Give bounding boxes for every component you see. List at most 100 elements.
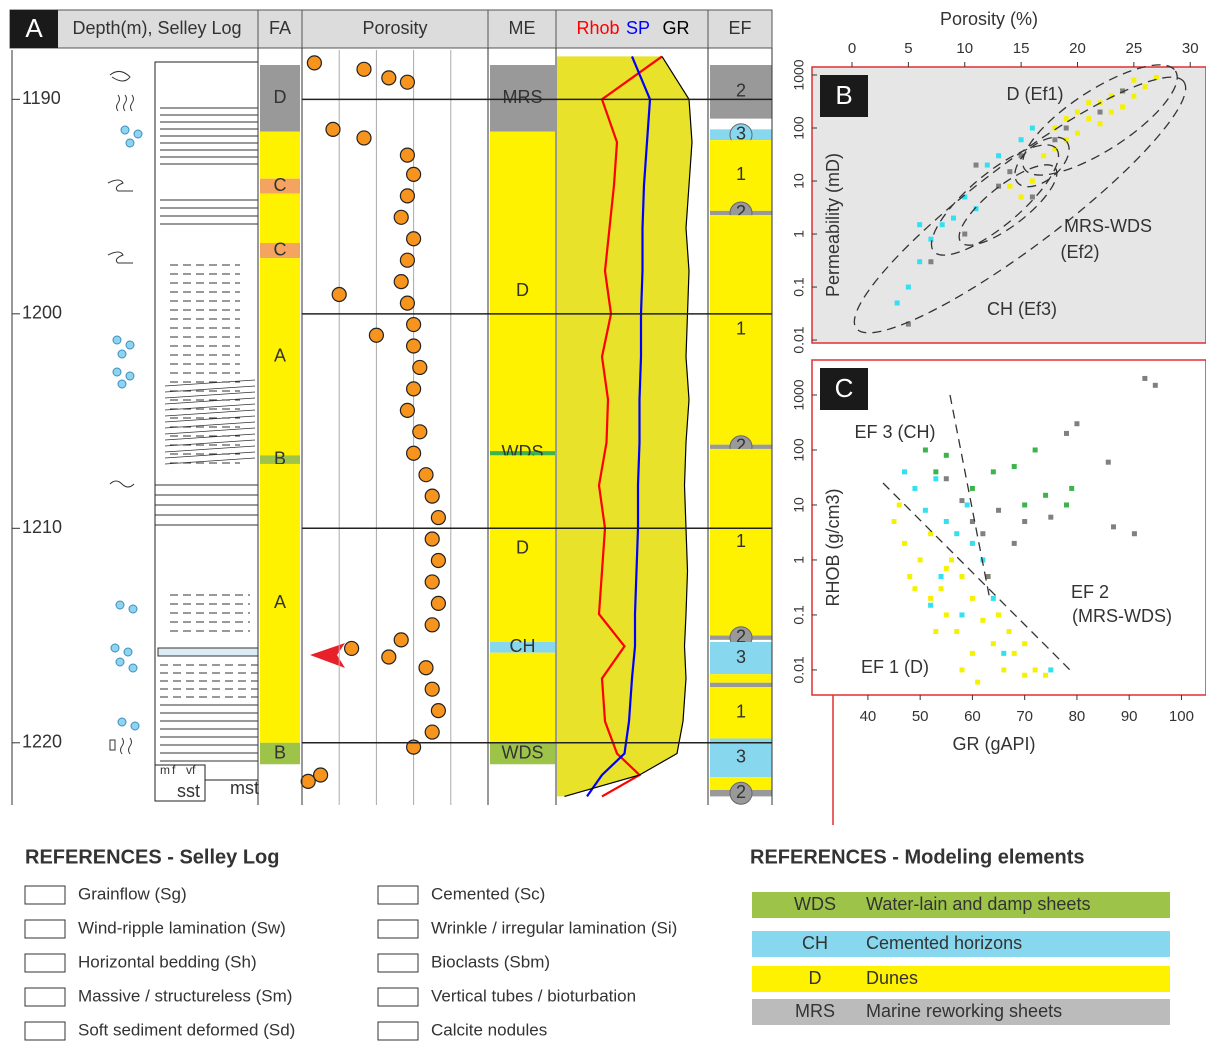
interval-label: 3 [736, 647, 746, 667]
scatter-point [938, 574, 944, 580]
facies-interval [710, 641, 772, 675]
cemented-bed [157, 647, 259, 657]
facies-interval [260, 455, 300, 464]
scatter-point [922, 447, 928, 453]
scatter-point [943, 476, 949, 482]
y-tick-label: 1 [791, 556, 807, 564]
scatter-point [969, 485, 975, 491]
porosity-point [424, 681, 440, 697]
reference-item: Wind-ripple lamination (Sw) [78, 918, 286, 937]
interval-badge [729, 781, 753, 805]
scatter-point [1097, 109, 1103, 115]
arrow-marker [310, 643, 345, 668]
porosity-point [356, 61, 372, 77]
porosity-point [406, 381, 422, 397]
scatter-point [1074, 109, 1080, 115]
porosity-point [412, 424, 428, 440]
y-tick-label: 1000 [791, 379, 807, 410]
scatter-point [943, 565, 949, 571]
scatter-point [905, 321, 911, 327]
porosity-point [406, 739, 422, 755]
panel-label: A [25, 13, 43, 43]
x-tick-label: 10 [956, 40, 973, 57]
scatter-point [962, 194, 968, 200]
facies-interval [260, 258, 300, 456]
porosity-point [406, 166, 422, 183]
reference-description: Marine reworking sheets [866, 1001, 1062, 1021]
porosity-point [424, 724, 440, 740]
porosity-point [406, 338, 422, 354]
scatter-point [917, 557, 923, 563]
annotation: (Ef2) [1060, 242, 1099, 262]
interval-label: B [274, 448, 286, 468]
interval-label: 1 [736, 164, 746, 184]
grain-size-box [154, 764, 206, 802]
reference-title: REFERENCES - Modeling elements [750, 846, 1085, 868]
facies-interval [710, 215, 772, 445]
log-curve [564, 56, 693, 797]
selley-lamination [155, 107, 259, 762]
scatter-point [943, 519, 949, 525]
reference-code: D [809, 968, 822, 988]
reference-icon [377, 953, 419, 973]
lamination [164, 445, 256, 453]
reference-item: Horizontal bedding (Sh) [78, 952, 257, 971]
scatter-point [1001, 667, 1007, 673]
y-tick-label: 1000 [791, 59, 807, 90]
scatter-point [969, 650, 975, 656]
annotation: (MRS-WDS) [1072, 606, 1172, 626]
panel-label: B [835, 80, 852, 110]
reference-code: MRS [795, 1001, 835, 1021]
reference-icon [24, 885, 66, 905]
annotation: D (Ef1) [1006, 84, 1063, 104]
log-curve [597, 55, 663, 798]
lamination [164, 397, 256, 405]
lamination [164, 457, 256, 465]
reference-swatch [752, 892, 1170, 918]
cluster-outlines [853, 64, 1187, 671]
scatter-point [969, 540, 975, 546]
scatter-point [901, 540, 907, 546]
porosity-point [381, 649, 397, 665]
scatter-point [943, 452, 949, 458]
scatter-point [996, 153, 1002, 159]
lamination [164, 409, 256, 417]
reference-icon [377, 1021, 419, 1041]
x-axis-title: Porosity (%) [940, 9, 1038, 29]
scatter-point [928, 236, 934, 242]
facies-interval [710, 448, 772, 636]
scatter-point [980, 531, 986, 537]
scatter-point [1007, 169, 1013, 175]
scatter-point [954, 531, 960, 537]
interval-label: 2 [736, 202, 746, 222]
y-axis-title: Permeability (mD) [823, 153, 843, 297]
scatter-point [990, 595, 996, 601]
porosity-point [381, 70, 397, 86]
annotation: EF 2 [1071, 582, 1109, 602]
porosity-point [418, 660, 434, 676]
scatter-point [973, 162, 979, 168]
interval-label: 3 [736, 123, 746, 143]
porosity-point [430, 552, 446, 569]
scatter-point [896, 502, 902, 508]
scatter-point [962, 231, 968, 237]
reference-item: Vertical tubes / bioturbation [431, 986, 636, 1005]
scatter-point [933, 628, 939, 634]
scatter-point [912, 485, 918, 491]
x-axis-title: GR (gAPI) [952, 734, 1035, 754]
interval-label: D [274, 87, 287, 107]
porosity-point [344, 640, 360, 657]
scatter-point [928, 595, 934, 601]
scatter-point [1111, 524, 1117, 530]
x-tick-label: 70 [1016, 708, 1033, 725]
interval-label: 1 [736, 531, 746, 551]
facies-interval [710, 140, 772, 211]
scatter-point [1131, 93, 1137, 99]
header-me: ME [509, 18, 536, 38]
x-tick-label: 5 [904, 40, 912, 57]
scatter-point [959, 612, 965, 618]
porosity-point [412, 359, 428, 376]
scatter-point [1041, 153, 1047, 159]
scatter-point [949, 557, 955, 563]
